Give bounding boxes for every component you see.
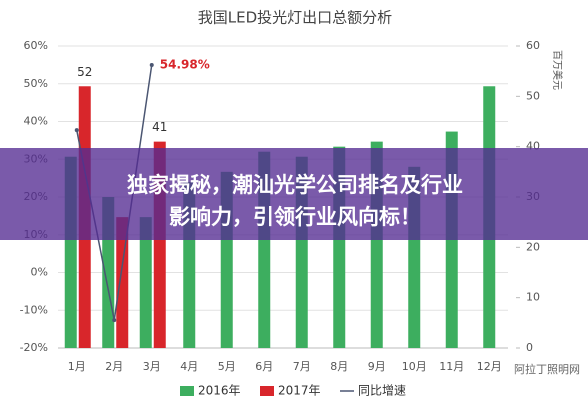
y-tick-label: 60% <box>24 39 48 52</box>
legend-swatch <box>260 386 274 396</box>
x-tick-label: 3月 <box>143 360 161 373</box>
overlay-banner <box>0 148 588 240</box>
x-tick-label: 9月 <box>368 360 386 373</box>
watermark: 阿拉丁照明网 <box>514 362 580 376</box>
data-label: 54.98% <box>160 57 210 71</box>
x-tick-label: 6月 <box>255 360 273 373</box>
line-point <box>112 318 117 323</box>
y-tick-label: 0% <box>31 266 48 279</box>
x-tick-label: 11月 <box>439 360 464 373</box>
x-tick-label: 7月 <box>293 360 311 373</box>
x-tick-label: 8月 <box>330 360 348 373</box>
y-tick-label: -20% <box>20 341 48 354</box>
y-tick-label: 40% <box>24 115 48 128</box>
legend-label: 同比增速 <box>358 384 406 398</box>
overlay-text: 影响力，引领行业风向标！ <box>169 205 421 229</box>
y-tick-label: -10% <box>20 303 48 316</box>
line-point <box>74 128 79 133</box>
x-tick-label: 4月 <box>180 360 198 373</box>
y2-tick-label: 0 <box>526 341 533 354</box>
line-point <box>149 62 154 67</box>
y2-tick-label: 20 <box>526 240 540 253</box>
data-label: 52 <box>77 65 92 79</box>
y2-tick-label: 50 <box>526 89 540 102</box>
y2-axis-label: 百万美元 <box>551 50 564 90</box>
y2-tick-label: 10 <box>526 291 540 304</box>
overlay-text: 独家揭秘，潮汕光学公司排名及行业 <box>127 173 463 197</box>
y-tick-label: 50% <box>24 77 48 90</box>
x-tick-label: 5月 <box>218 360 236 373</box>
legend-swatch <box>180 386 194 396</box>
bar <box>139 217 152 348</box>
x-tick-label: 2月 <box>105 360 123 373</box>
y2-tick-label: 60 <box>526 39 540 52</box>
data-label: 41 <box>152 120 167 134</box>
x-tick-label: 1月 <box>68 360 86 373</box>
x-tick-label: 10月 <box>402 360 427 373</box>
x-tick-label: 12月 <box>477 360 502 373</box>
chart-title: 我国LED投光灯出口总额分析 <box>198 9 392 27</box>
legend-label: 2017年 <box>278 384 321 398</box>
legend-label: 2016年 <box>198 384 241 398</box>
